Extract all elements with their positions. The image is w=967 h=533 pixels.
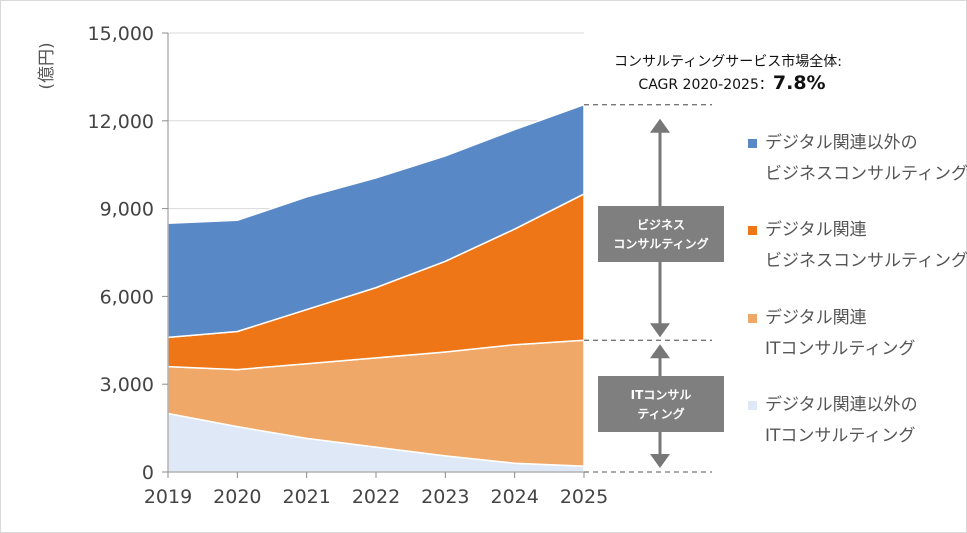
business-label-text: ビジネス xyxy=(637,217,685,232)
legend-label: ビジネスコンサルティング xyxy=(765,251,967,271)
legend-label: デジタル関連以外の xyxy=(765,394,918,415)
legend-label: ITコンサルティング xyxy=(765,426,915,446)
business-label-box xyxy=(598,206,724,262)
range-labels: ビジネスコンサルティング ITコンサルティング xyxy=(598,206,724,432)
cagr-line: CAGR 2020-2025：7.8% xyxy=(638,72,825,94)
x-tick-label: 2021 xyxy=(282,486,330,508)
business-label-text: コンサルティング xyxy=(613,236,708,251)
x-axis-ticks: 2019 2020 2021 2022 2023 2024 2025 xyxy=(144,486,608,508)
cagr-title: コンサルティングサービス市場全体: xyxy=(614,53,842,70)
legend-label: ビジネスコンサルティング xyxy=(765,164,967,184)
reference-lines xyxy=(584,104,712,473)
legend-swatch xyxy=(748,314,757,323)
arrow-head-up xyxy=(650,118,670,133)
cagr-label: CAGR 2020-2025： xyxy=(638,77,772,93)
legend-swatch xyxy=(748,226,757,235)
legend-label: デジタル関連以外の xyxy=(765,132,918,153)
y-tick-label: 12,000 xyxy=(88,111,154,133)
arrow-head-down xyxy=(650,454,670,468)
y-tick-label: 3,000 xyxy=(100,374,154,396)
it-label-box xyxy=(598,376,724,432)
y-tick-label: 6,000 xyxy=(100,286,154,308)
y-axis-label: (億円) xyxy=(37,42,57,89)
x-tick-label: 2025 xyxy=(560,486,608,508)
area-series-4 xyxy=(167,103,585,339)
it-label-text: ティング xyxy=(637,406,684,421)
x-tick-label: 2022 xyxy=(352,486,400,508)
legend-swatch xyxy=(748,139,757,148)
legend-label: デジタル関連 xyxy=(765,307,867,328)
area-series xyxy=(167,103,585,473)
it-label-text: ITコンサル xyxy=(631,388,692,402)
legend: デジタル関連以外のビジネスコンサルティングデジタル関連ビジネスコンサルティングデ… xyxy=(748,132,967,446)
cagr-value: 7.8% xyxy=(773,72,826,94)
cagr-annotation: コンサルティングサービス市場全体: CAGR 2020-2025：7.8% xyxy=(614,53,842,94)
y-tick-label: 0 xyxy=(142,462,154,484)
x-tick-label: 2024 xyxy=(490,486,538,508)
legend-label: ITコンサルティング xyxy=(765,339,915,359)
y-axis-ticks: 0 3,000 6,000 9,000 12,000 15,000 xyxy=(88,23,154,484)
x-tick-label: 2020 xyxy=(213,486,261,508)
arrow-head-down xyxy=(650,323,670,338)
axes xyxy=(162,32,585,478)
legend-label: デジタル関連 xyxy=(765,219,867,240)
arrow-head-up xyxy=(650,344,670,359)
y-tick-label: 15,000 xyxy=(88,23,154,45)
x-tick-label: 2023 xyxy=(421,486,469,508)
y-tick-label: 9,000 xyxy=(100,199,154,221)
legend-swatch xyxy=(748,401,757,410)
x-tick-label: 2019 xyxy=(144,486,192,508)
